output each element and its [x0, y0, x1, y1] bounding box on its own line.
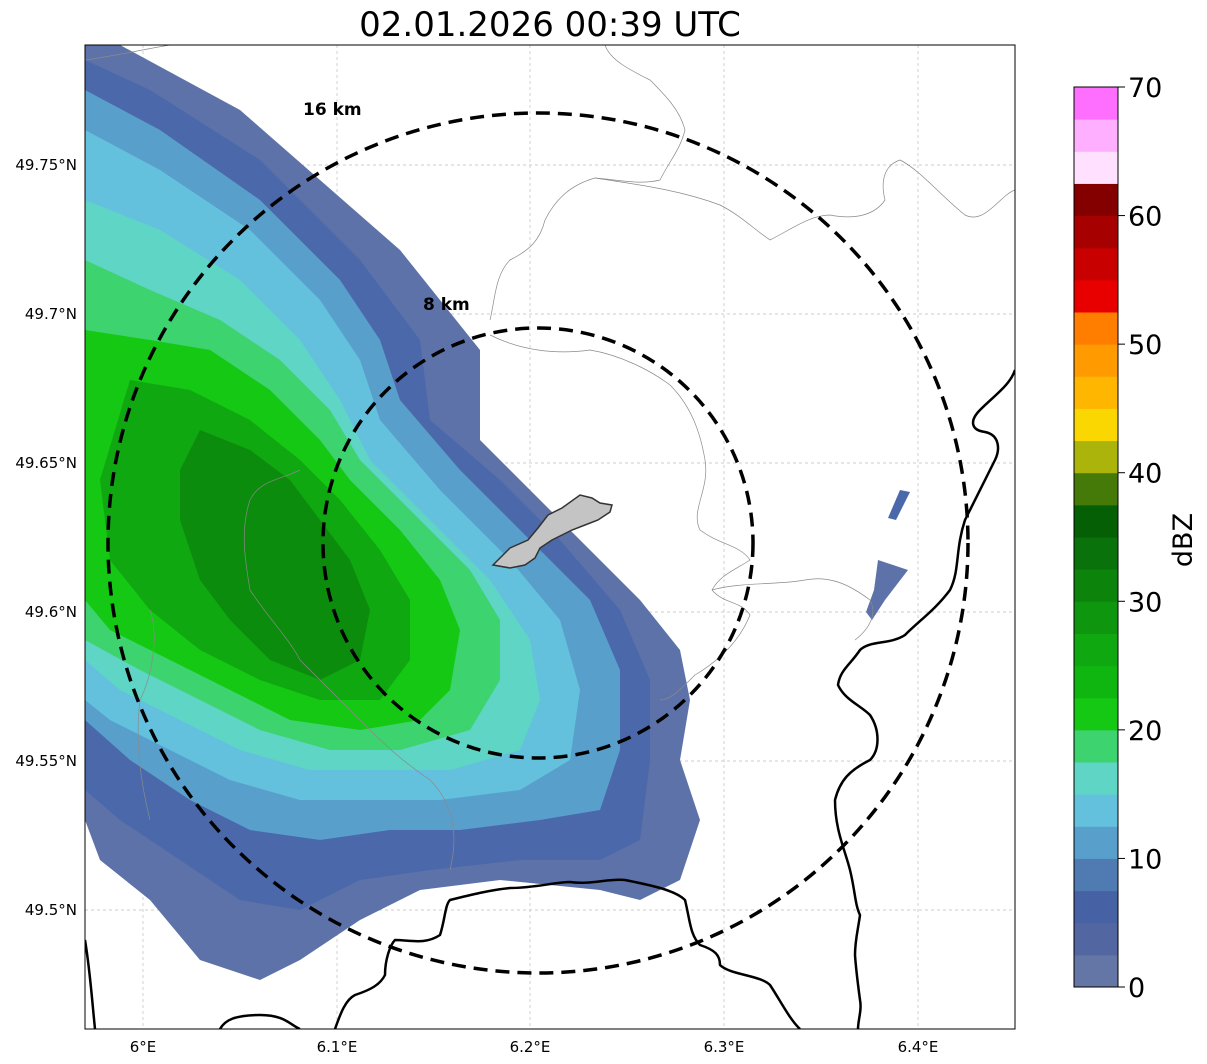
border-south: [85, 939, 97, 1029]
lat-tick-label: 49.75°N: [15, 156, 77, 174]
border-south: [218, 1013, 301, 1029]
colorbar-tick-label: 60: [1128, 202, 1162, 233]
border-south: [333, 878, 801, 1029]
boundary-line: [489, 45, 686, 321]
colorbar-tick-label: 10: [1128, 844, 1162, 875]
boundary-line: [489, 334, 751, 701]
boundary-line: [711, 578, 874, 641]
lat-tick-label: 49.5°N: [25, 901, 77, 919]
echo-cell-east-small: [888, 490, 910, 520]
colorbar-segment: [1074, 472, 1118, 506]
colorbar-segment: [1074, 537, 1118, 570]
colorbar-segment: [1074, 151, 1118, 184]
boundary-line: [85, 45, 171, 61]
colorbar-ticks: 0 10 20 30 40 50 60 70: [1118, 73, 1162, 1004]
colorbar-segment: [1074, 344, 1118, 377]
colorbar-segment: [1074, 440, 1118, 474]
colorbar: 0 10 20 30 40 50 60 70 dBZ: [1073, 73, 1199, 1004]
colorbar-segment: [1074, 858, 1118, 892]
colorbar-frame: [1073, 86, 1119, 988]
lat-tick-labels: 49.5°N 49.55°N 49.6°N 49.65°N 49.7°N 49.…: [15, 156, 77, 919]
colorbar-segment: [1074, 376, 1118, 409]
range-rings: [106, 111, 970, 975]
colorbar-segment: [1074, 279, 1118, 313]
colorbar-segment: [1074, 826, 1118, 859]
colorbar-tick-label: 30: [1128, 587, 1162, 618]
lon-tick-label: 6°E: [130, 1038, 157, 1056]
colorbar-tick-label: 50: [1128, 330, 1162, 361]
colorbar-segments: [1074, 87, 1118, 988]
colorbar-segment: [1074, 183, 1118, 217]
lon-tick-labels: 6°E 6.1°E 6.2°E 6.3°E 6.4°E: [130, 1038, 939, 1056]
echo-cell-east: [866, 560, 908, 620]
colorbar-segment: [1074, 312, 1118, 345]
boundary-line: [594, 159, 1015, 241]
boundary-line: [137, 609, 155, 821]
colorbar-segment: [1074, 762, 1118, 795]
lon-tick-label: 6.2°E: [510, 1038, 551, 1056]
colorbar-tick-label: 0: [1128, 973, 1145, 1004]
range-ring-8km: [321, 326, 755, 760]
border-east: [833, 369, 1015, 1029]
echo-core: [180, 430, 370, 680]
colorbar-segment: [1074, 890, 1118, 924]
colorbar-tick-label: 20: [1128, 716, 1162, 747]
radar-reflectivity: [85, 45, 910, 980]
colorbar-segment: [1074, 408, 1118, 442]
colorbar-segment: [1074, 504, 1118, 538]
ring-label-16km: 16 km: [303, 100, 362, 120]
lat-tick-label: 49.6°N: [25, 603, 77, 621]
colorbar-tick-label: 70: [1128, 73, 1162, 104]
country-borders: [85, 369, 1015, 1029]
lat-tick-label: 49.7°N: [25, 305, 77, 323]
admin-boundaries: [85, 45, 1015, 871]
lon-tick-label: 6.4°E: [898, 1038, 939, 1056]
lon-tick-label: 6.1°E: [317, 1038, 358, 1056]
lat-tick-label: 49.65°N: [15, 454, 77, 472]
colorbar-segment: [1074, 729, 1118, 763]
colorbar-segment: [1074, 119, 1118, 152]
colorbar-segment: [1074, 569, 1118, 602]
colorbar-segment: [1074, 247, 1118, 281]
lat-tick-label: 49.55°N: [15, 752, 77, 770]
colorbar-segment: [1074, 697, 1118, 731]
colorbar-segment: [1074, 87, 1118, 120]
colorbar-title: dBZ: [1168, 513, 1199, 567]
plot-frame: [84, 44, 1016, 1030]
map-title: 02.01.2026 00:39 UTC: [359, 5, 741, 45]
colorbar-segment: [1074, 922, 1118, 956]
colorbar-tick-label: 40: [1128, 459, 1162, 490]
colorbar-segment: [1074, 794, 1118, 827]
colorbar-segment: [1074, 954, 1118, 988]
colorbar-segment: [1074, 665, 1118, 699]
city-area-highlight: [491, 494, 613, 569]
range-ring-16km: [106, 111, 970, 975]
lon-tick-label: 6.3°E: [704, 1038, 745, 1056]
boundary-line: [243, 469, 455, 871]
ring-label-8km: 8 km: [423, 295, 470, 315]
colorbar-segment: [1074, 633, 1118, 667]
colorbar-segment: [1074, 215, 1118, 249]
colorbar-segment: [1074, 601, 1118, 634]
